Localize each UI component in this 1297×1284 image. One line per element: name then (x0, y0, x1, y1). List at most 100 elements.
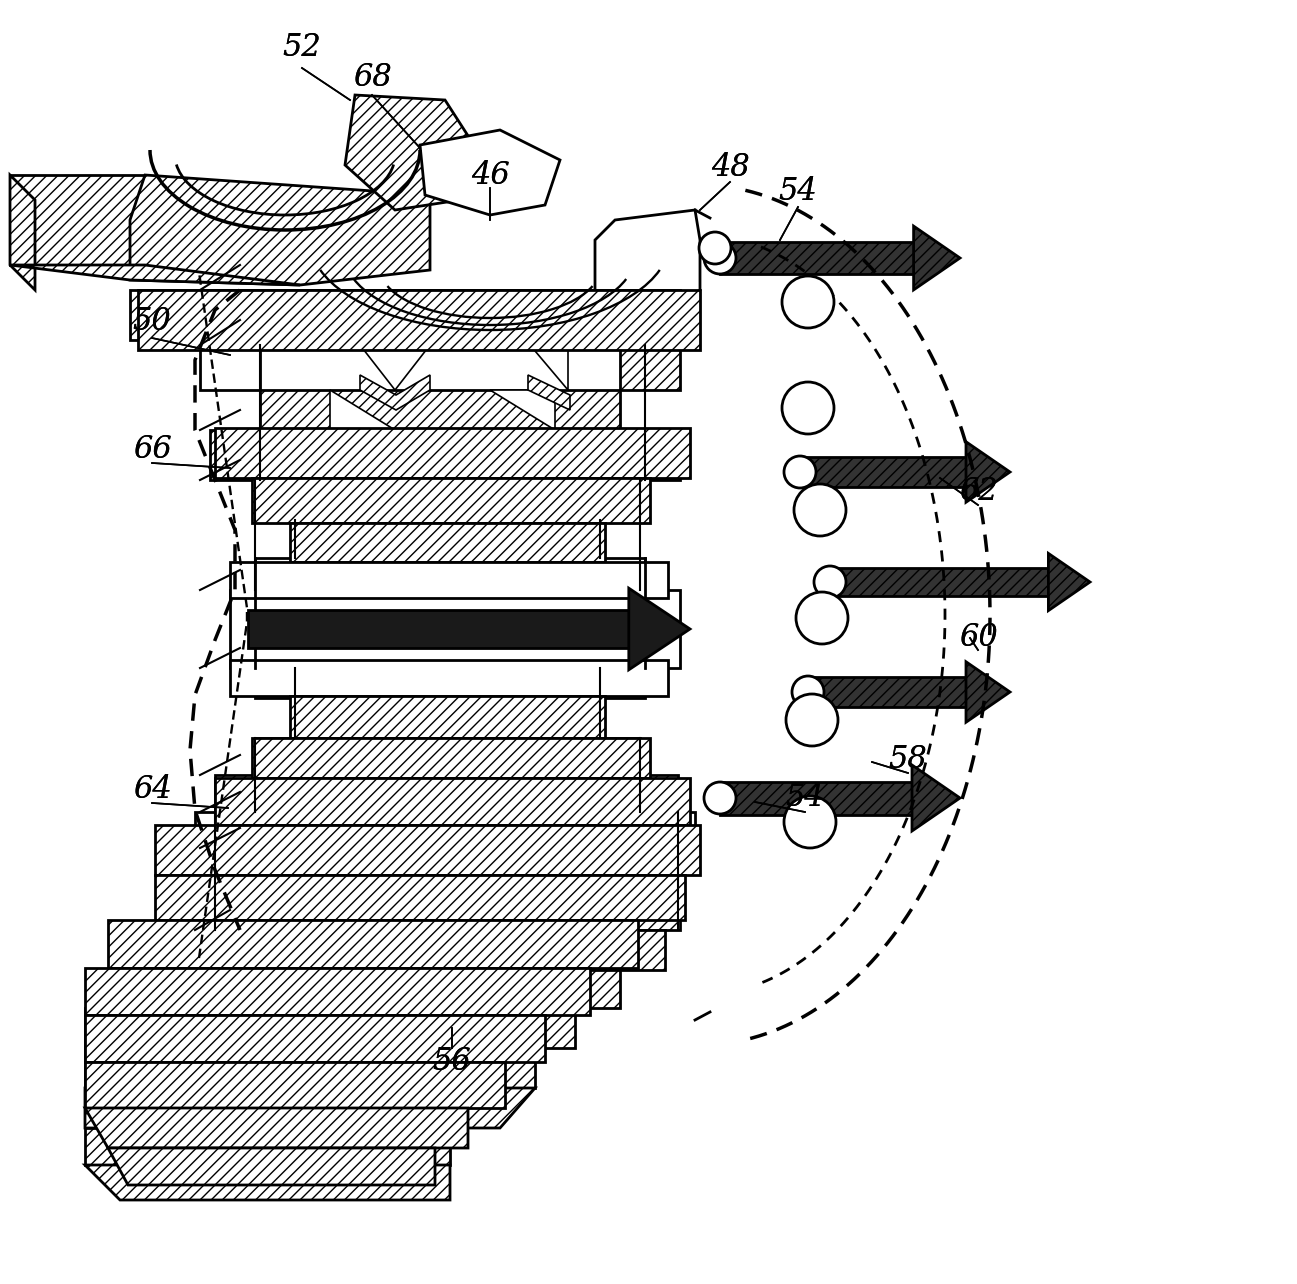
Text: 68: 68 (353, 63, 392, 94)
Polygon shape (86, 1088, 534, 1129)
Polygon shape (86, 1165, 450, 1201)
Polygon shape (966, 442, 1010, 502)
Polygon shape (195, 811, 695, 847)
Circle shape (796, 592, 848, 645)
Text: 62: 62 (958, 476, 997, 507)
Polygon shape (530, 345, 568, 390)
Polygon shape (720, 243, 913, 273)
Text: 62: 62 (958, 476, 997, 507)
Circle shape (792, 675, 824, 707)
Polygon shape (224, 847, 655, 889)
Polygon shape (230, 562, 668, 598)
Polygon shape (210, 430, 680, 480)
Polygon shape (108, 921, 638, 968)
Polygon shape (364, 811, 431, 847)
Polygon shape (620, 345, 680, 390)
Text: 52: 52 (283, 32, 322, 63)
Polygon shape (913, 226, 960, 290)
Circle shape (783, 456, 816, 488)
Text: 46: 46 (471, 159, 510, 190)
Polygon shape (86, 1062, 505, 1108)
Polygon shape (215, 778, 690, 826)
Polygon shape (200, 345, 259, 390)
Polygon shape (156, 930, 665, 969)
Circle shape (794, 484, 846, 535)
Polygon shape (130, 175, 431, 285)
Polygon shape (256, 480, 645, 520)
Text: 54: 54 (778, 176, 817, 208)
Polygon shape (10, 265, 300, 285)
Text: 64: 64 (132, 774, 171, 805)
Polygon shape (1048, 553, 1089, 611)
Text: 54: 54 (786, 782, 825, 813)
Text: 60: 60 (958, 623, 997, 654)
Circle shape (783, 796, 837, 847)
Polygon shape (966, 661, 1010, 722)
Polygon shape (195, 889, 680, 930)
Polygon shape (720, 782, 912, 814)
Circle shape (782, 383, 834, 434)
Circle shape (815, 566, 846, 598)
Polygon shape (629, 588, 690, 670)
Circle shape (699, 232, 732, 265)
Text: 54: 54 (786, 782, 825, 813)
Text: 64: 64 (132, 774, 171, 805)
Text: 66: 66 (132, 434, 171, 466)
Polygon shape (329, 390, 396, 430)
Text: 56: 56 (433, 1046, 471, 1077)
Polygon shape (248, 610, 629, 647)
Polygon shape (86, 968, 590, 1014)
Polygon shape (830, 568, 1048, 596)
Polygon shape (256, 668, 645, 698)
Text: 60: 60 (958, 623, 997, 654)
Polygon shape (294, 698, 601, 738)
Polygon shape (156, 874, 685, 921)
Polygon shape (912, 765, 960, 831)
Text: 50: 50 (132, 307, 171, 338)
Polygon shape (252, 478, 650, 523)
Polygon shape (86, 1014, 545, 1062)
Polygon shape (431, 811, 485, 847)
Text: 48: 48 (711, 153, 750, 184)
Polygon shape (156, 826, 700, 874)
Polygon shape (490, 390, 555, 430)
Polygon shape (259, 390, 620, 430)
Polygon shape (10, 175, 145, 265)
Text: 58: 58 (888, 745, 927, 776)
Polygon shape (137, 290, 700, 351)
Polygon shape (361, 375, 431, 410)
Polygon shape (130, 290, 680, 340)
Circle shape (704, 782, 735, 814)
Text: 56: 56 (433, 1046, 471, 1077)
Polygon shape (86, 1108, 468, 1148)
Polygon shape (230, 591, 680, 668)
Polygon shape (230, 660, 668, 696)
Polygon shape (291, 523, 604, 562)
Polygon shape (291, 696, 604, 738)
Text: 68: 68 (353, 63, 392, 94)
Polygon shape (361, 345, 431, 390)
Text: 52: 52 (283, 32, 322, 63)
Polygon shape (86, 1048, 534, 1088)
Text: 54: 54 (778, 176, 817, 208)
Text: 58: 58 (888, 745, 927, 776)
Polygon shape (108, 1148, 434, 1185)
Circle shape (704, 241, 735, 273)
Text: 66: 66 (132, 434, 171, 466)
Polygon shape (528, 375, 569, 410)
Polygon shape (420, 130, 560, 214)
Circle shape (782, 276, 834, 327)
Polygon shape (252, 738, 650, 778)
Polygon shape (800, 457, 966, 487)
Polygon shape (256, 738, 639, 776)
Circle shape (786, 693, 838, 746)
Polygon shape (256, 559, 645, 591)
Polygon shape (10, 175, 35, 290)
Polygon shape (595, 211, 700, 309)
Polygon shape (294, 520, 601, 559)
Polygon shape (808, 677, 966, 707)
Polygon shape (86, 1129, 450, 1165)
Text: 46: 46 (471, 159, 510, 190)
Polygon shape (108, 969, 620, 1008)
Text: 50: 50 (132, 307, 171, 338)
